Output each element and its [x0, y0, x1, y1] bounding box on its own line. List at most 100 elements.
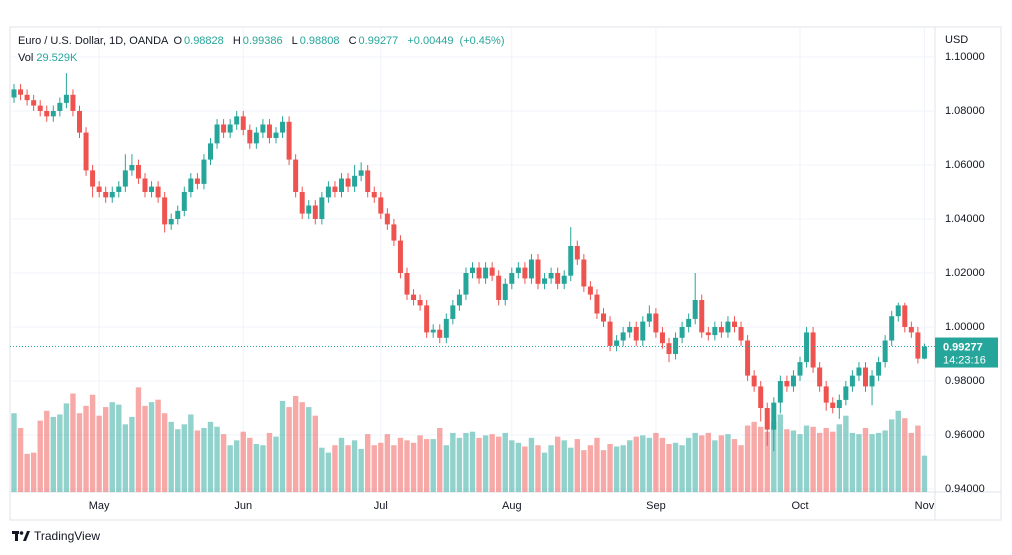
volume-bar: [587, 445, 594, 492]
currency-label: USD: [945, 34, 968, 46]
candle-body: [135, 164, 141, 179]
candle-body: [804, 332, 810, 363]
volume-bar: [220, 434, 227, 492]
candle-body: [692, 300, 698, 319]
candle-body: [109, 191, 115, 198]
candle-body: [214, 124, 220, 144]
candle-body: [496, 275, 502, 301]
volume-bar: [423, 439, 430, 492]
x-tick-label: Jul: [374, 500, 388, 512]
candle-body: [77, 110, 82, 133]
volume-bar: [443, 445, 449, 492]
candle-body: [221, 124, 227, 133]
brand-logo: [12, 531, 30, 541]
volume-bar: [509, 440, 515, 492]
candle-body: [11, 89, 17, 98]
candle-body: [542, 278, 548, 284]
volume-bar: [502, 432, 508, 492]
volume-bar: [613, 446, 620, 492]
candle-body: [188, 178, 194, 192]
candle-body: [659, 332, 665, 344]
volume-bar: [299, 402, 305, 492]
x-tick-label: Nov: [915, 500, 935, 512]
ohlc-value: 0.98808: [299, 35, 340, 47]
volume-bar: [823, 428, 829, 492]
candle-body: [247, 129, 253, 144]
change: +0.00449: [407, 35, 454, 47]
volume-bar: [541, 452, 548, 492]
volume-bar: [594, 437, 600, 492]
volume-bar: [496, 436, 502, 492]
ohlc-label: H: [232, 35, 241, 47]
candle-body: [646, 313, 652, 322]
candle-body: [352, 175, 358, 187]
candle-body: [103, 191, 109, 198]
volume-bar: [345, 445, 351, 492]
volume-bar: [161, 413, 168, 492]
candle-body: [601, 313, 606, 322]
volume-bar: [535, 445, 541, 492]
ohlc-value: 0.99386: [242, 35, 283, 47]
volume-value: 29.529K: [36, 52, 78, 64]
volume-bar: [554, 436, 561, 492]
candle-body: [149, 186, 155, 192]
ohlc-label: O: [173, 35, 183, 47]
candle-body: [96, 186, 102, 192]
candle-body: [358, 170, 364, 176]
last-price-box: [935, 337, 998, 368]
volume-bar: [194, 430, 201, 492]
candle-body: [116, 186, 122, 192]
candle-body: [142, 178, 148, 192]
volume-bar: [758, 426, 764, 492]
candle-body: [745, 340, 751, 376]
y-tick-label: 0.98000: [945, 375, 985, 387]
volume-bar: [11, 413, 17, 492]
candle-body: [764, 408, 770, 430]
volume-bar: [181, 424, 187, 492]
candle-body: [902, 305, 908, 328]
volume-bar: [659, 437, 666, 492]
y-tick-label: 1.06000: [945, 159, 985, 171]
volume-bar: [63, 403, 70, 492]
x-tick-label: Oct: [791, 500, 808, 512]
candle-body: [581, 259, 587, 287]
candle-body: [882, 340, 888, 363]
candle-body: [876, 362, 882, 376]
candle-body: [515, 267, 521, 274]
volume-bar: [476, 437, 482, 492]
candle-body: [633, 327, 639, 341]
volume-bar: [175, 429, 181, 492]
candle-body: [397, 240, 403, 274]
volume-bar: [83, 405, 89, 492]
candle-body: [522, 267, 528, 279]
x-tick-label: May: [89, 500, 110, 512]
volume-bar: [882, 430, 888, 492]
candle-body: [339, 178, 344, 192]
volume-bar: [384, 434, 391, 492]
candle-body: [830, 402, 836, 409]
candle-body: [240, 116, 246, 130]
countdown-label: 14:23:16: [943, 354, 986, 366]
candle-body: [712, 327, 718, 336]
volume-bar: [568, 447, 574, 492]
candle-body: [627, 327, 633, 333]
candle-body: [915, 332, 921, 359]
candle-body: [332, 186, 338, 192]
volume-bar: [869, 434, 875, 492]
candle-body: [587, 286, 593, 295]
footer: TradingView: [12, 529, 100, 543]
candle-body: [411, 294, 417, 301]
candle-body: [371, 191, 377, 198]
candle-body: [470, 267, 475, 274]
volume-bar: [122, 424, 129, 492]
symbol-title: Euro / U.S. Dollar, 1D, OANDA: [18, 35, 169, 47]
candle-body: [63, 94, 69, 103]
volume-bar: [902, 418, 908, 492]
candle-body: [673, 337, 679, 355]
volume-bar: [843, 415, 849, 492]
candle-body: [50, 110, 56, 117]
candle-body: [594, 294, 600, 314]
volume-bar: [430, 439, 436, 492]
volume-bar: [921, 455, 928, 492]
volume-bar: [600, 450, 607, 492]
